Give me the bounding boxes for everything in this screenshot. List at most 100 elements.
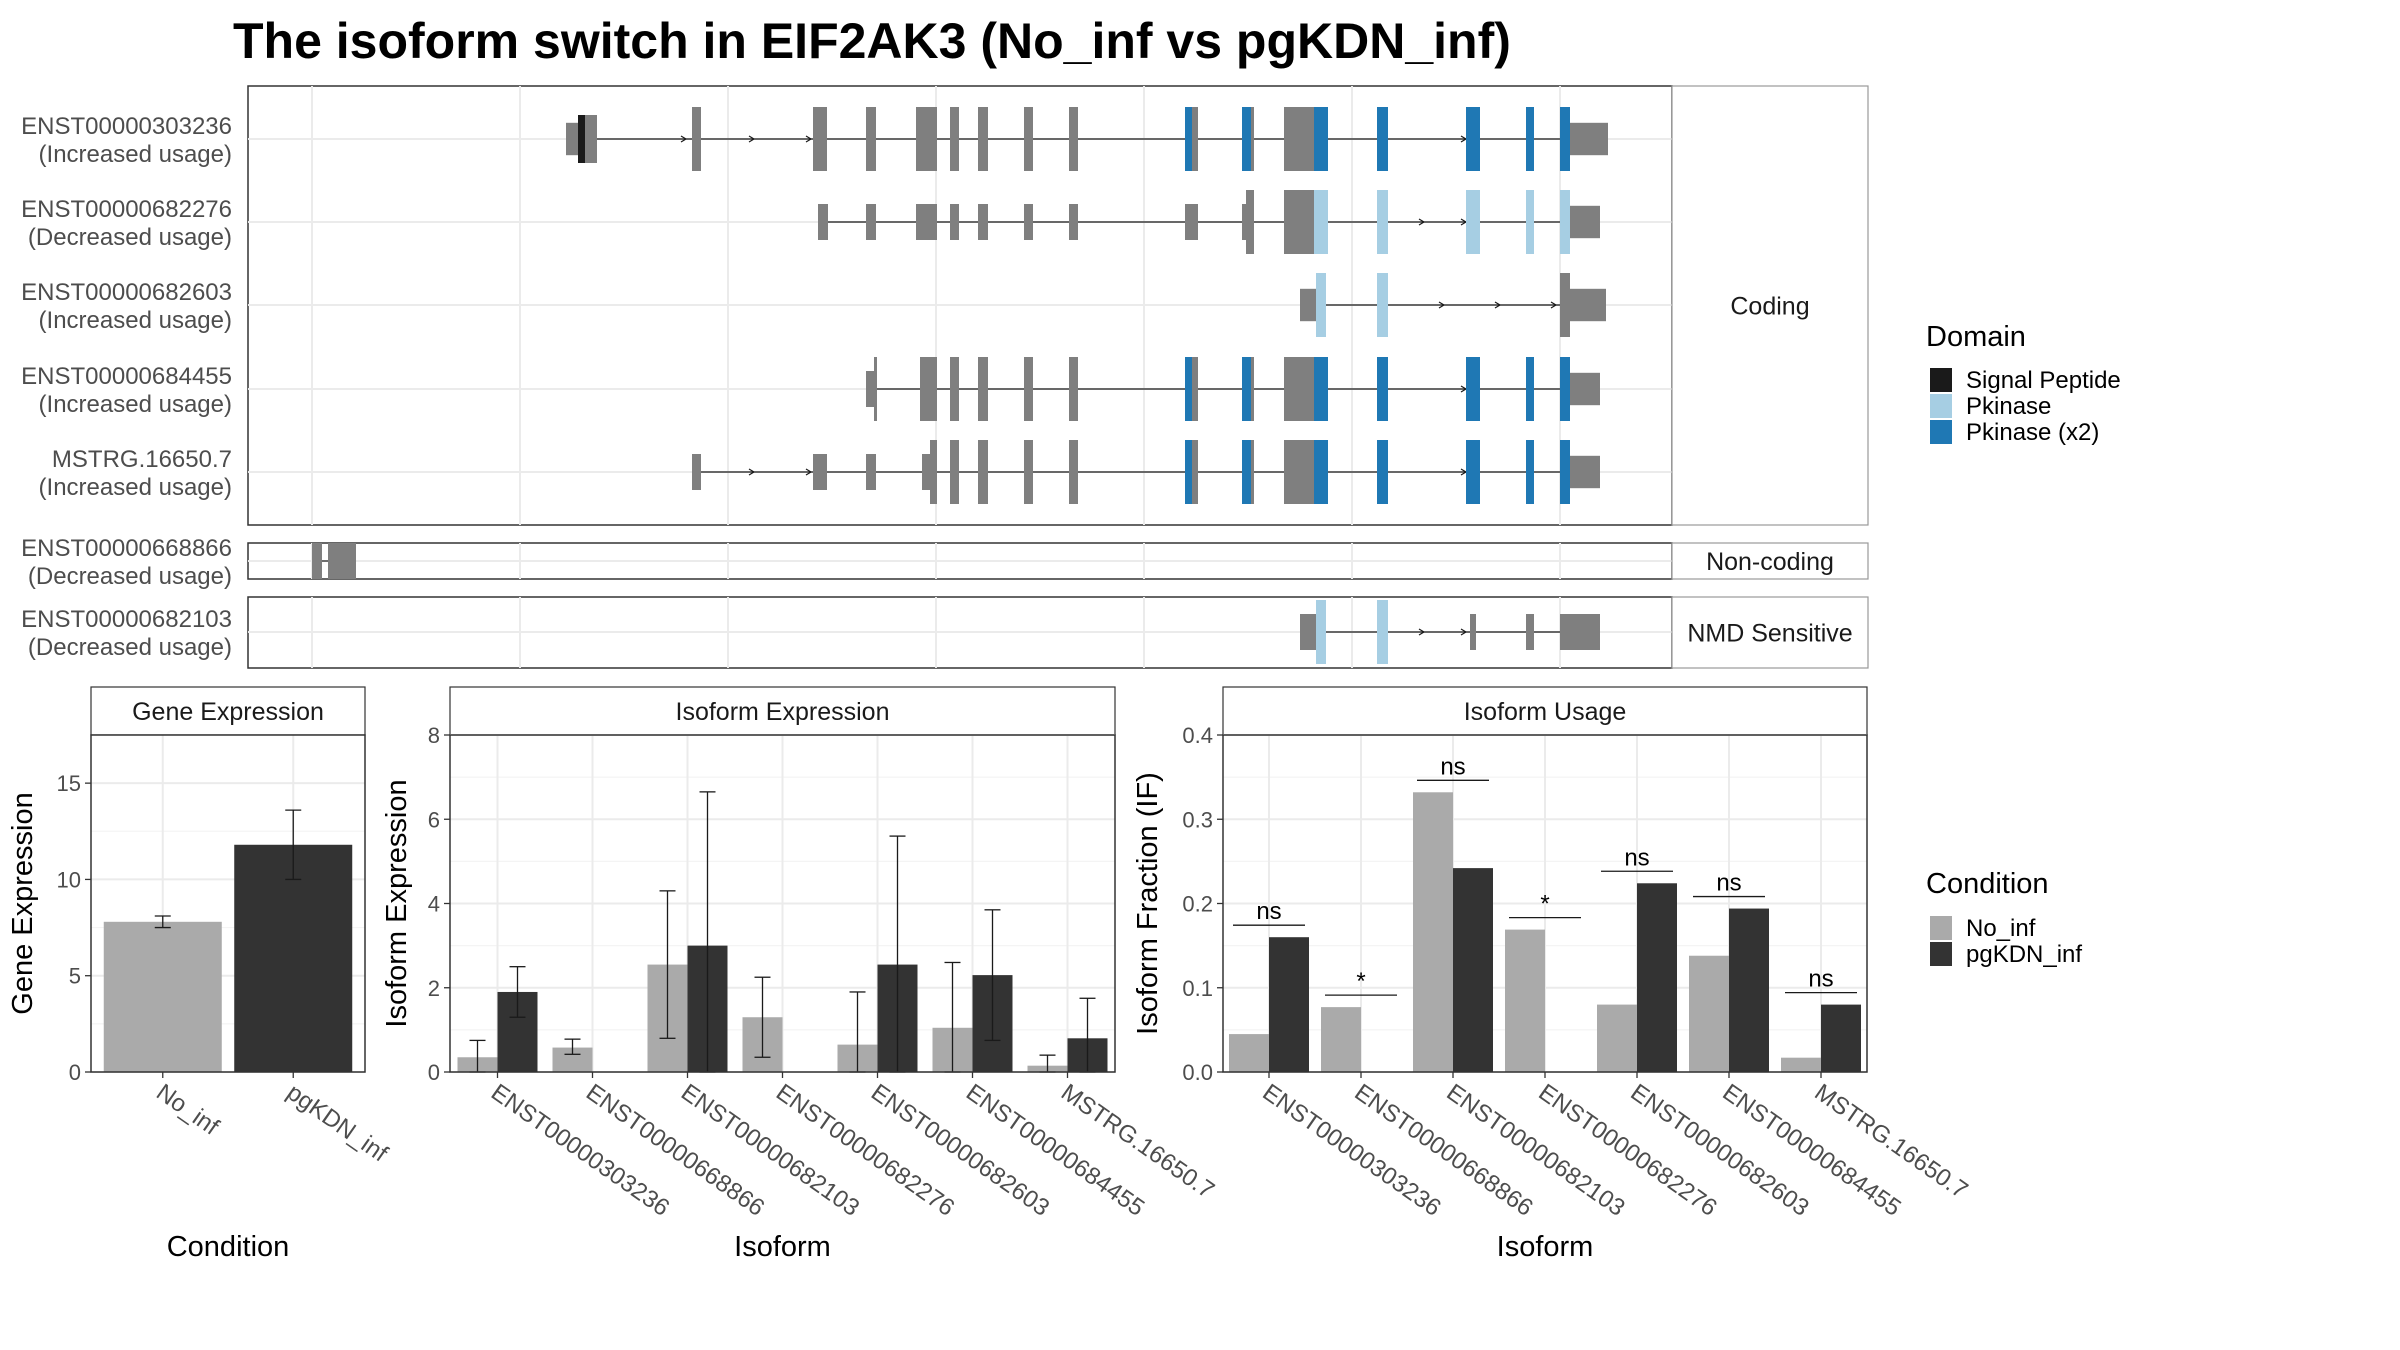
- direction-arrow: [1460, 628, 1468, 636]
- exon-block: [1377, 357, 1388, 421]
- bar: [234, 844, 353, 1072]
- exon-block: [950, 204, 959, 240]
- exon-block: [1526, 190, 1534, 254]
- exon-block: [950, 440, 959, 504]
- plot-border: [90, 734, 366, 1073]
- exon-block: [1377, 273, 1388, 337]
- exon-block: [1192, 440, 1198, 504]
- isoform-usage-label: (Decreased usage): [28, 563, 232, 590]
- condition-legend-title: Condition: [1926, 868, 2049, 900]
- exon-block: [1069, 357, 1078, 421]
- exon-block: [1024, 357, 1033, 421]
- y-axis-label: Isoform Expression: [381, 779, 413, 1027]
- isoform-usage-label: (Increased usage): [39, 141, 232, 168]
- x-tick-label: MSTRG.16650.7: [1056, 1079, 1219, 1204]
- exon-block: [950, 107, 959, 171]
- bar: [1821, 1004, 1861, 1072]
- bar: [1597, 1004, 1637, 1072]
- exon-block: [1316, 600, 1326, 664]
- isoform-id-label: ENST00000303236: [21, 113, 232, 140]
- isoform-id-label: ENST00000684455: [21, 363, 232, 390]
- exon-block: [1526, 107, 1534, 171]
- y-tick-label: 6: [428, 807, 440, 832]
- x-tick-label: pgKDN_inf: [282, 1079, 393, 1168]
- isoform-usage-label: (Increased usage): [39, 391, 232, 418]
- exon-block: [1466, 107, 1480, 171]
- exon-block: [1570, 455, 1600, 489]
- y-tick-label: 0.4: [1182, 723, 1213, 748]
- exon-block: [1314, 107, 1328, 171]
- significance-label: *: [1540, 891, 1549, 918]
- domain-legend-label: Pkinase (x2): [1966, 419, 2099, 446]
- facet-strip-label: Coding: [1730, 293, 1809, 321]
- exon-block: [813, 107, 827, 171]
- bar: [1781, 1057, 1821, 1072]
- exon-block: [578, 115, 585, 163]
- exon-block: [585, 115, 597, 163]
- exon-block: [1242, 357, 1251, 421]
- y-tick-label: 15: [57, 771, 81, 796]
- exon-block: [1316, 273, 1326, 337]
- domain-legend-key: [1930, 368, 1952, 392]
- exon-block: [1526, 440, 1534, 504]
- exon-block: [1526, 357, 1534, 421]
- exon-block: [1466, 357, 1480, 421]
- exon-block: [916, 204, 937, 240]
- exon-block: [1242, 107, 1251, 171]
- domain-legend-label: Signal Peptide: [1966, 367, 2121, 394]
- bar: [103, 921, 222, 1072]
- exon-block: [950, 357, 959, 421]
- condition-legend-key: [1930, 942, 1952, 966]
- direction-arrow: [1418, 218, 1426, 226]
- exon-block: [1377, 440, 1388, 504]
- exon-block: [916, 107, 937, 171]
- direction-arrow: [748, 135, 756, 143]
- exon-block: [1466, 190, 1480, 254]
- y-axis-label: Gene Expression: [7, 792, 39, 1014]
- exon-block: [1185, 204, 1198, 240]
- exon-block: [1251, 357, 1254, 421]
- exon-block: [818, 204, 828, 240]
- exon-block: [1024, 204, 1033, 240]
- direction-arrow: [805, 468, 813, 476]
- chart-title: Gene Expression: [132, 698, 324, 726]
- facet-strip: [1671, 596, 1869, 669]
- exon-block: [692, 454, 701, 490]
- isoform-usage-chart: Isoform Usage ns * ns * ns ns ns 0.0 0.1 0.2 0.3 0.4…: [1132, 686, 1973, 1263]
- significance-label: ns: [1716, 870, 1741, 897]
- exon-block: [866, 371, 874, 407]
- x-tick-label: ENST00000682603: [866, 1079, 1054, 1222]
- exon-block: [1314, 357, 1328, 421]
- exon-block: [328, 543, 356, 579]
- exon-block: [930, 440, 937, 504]
- y-axis-label: Isoform Fraction (IF): [1132, 772, 1164, 1035]
- x-tick-label: No_inf: [151, 1079, 224, 1141]
- condition-legend-label: No_inf: [1966, 915, 2036, 942]
- exon-block: [866, 204, 876, 240]
- exon-block: [866, 107, 876, 171]
- y-tick-label: 8: [428, 723, 440, 748]
- isoform-usage-label: (Decreased usage): [28, 224, 232, 251]
- exon-block: [1560, 107, 1570, 171]
- gene-expression-chart: Gene Expression 0 5 10 15 Gene Expression No_i…: [7, 686, 393, 1263]
- bar: [1321, 1007, 1361, 1072]
- exon-block: [1570, 122, 1608, 156]
- facet-strip-label: Non-coding: [1706, 548, 1834, 576]
- exon-block: [978, 204, 988, 240]
- isoform-id-label: ENST00000682276: [21, 196, 232, 223]
- exon-block: [1560, 357, 1570, 421]
- y-tick-label: 0: [428, 1060, 440, 1085]
- isoform-usage-label: (Increased usage): [39, 474, 232, 501]
- direction-arrow: [1418, 628, 1426, 636]
- bar: [1413, 792, 1453, 1072]
- facet-strip: [1222, 686, 1868, 736]
- x-axis-label: Isoform: [734, 1231, 831, 1263]
- exon-block: [1242, 440, 1251, 504]
- isoform-id-label: ENST00000668866: [21, 535, 232, 562]
- isoform-id-label: ENST00000682603: [21, 279, 232, 306]
- significance-label: ns: [1440, 753, 1465, 780]
- exon-block: [1069, 204, 1078, 240]
